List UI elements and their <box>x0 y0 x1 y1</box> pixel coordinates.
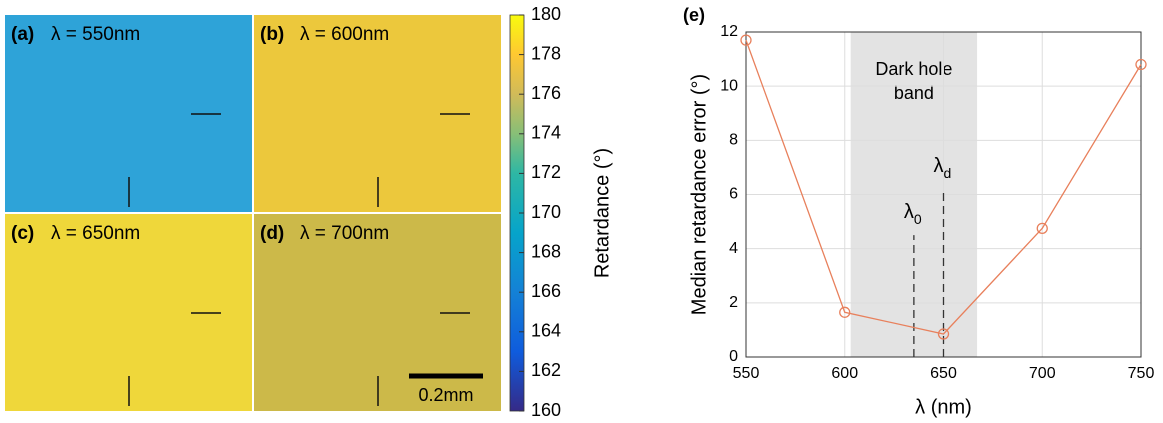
colorbar-tick-label: 176 <box>531 83 561 103</box>
colorbar-tick-label: 172 <box>531 162 561 182</box>
x-tick-label: 750 <box>1128 365 1155 382</box>
colorbar-tick-label: 174 <box>531 123 561 143</box>
point <box>1135 58 1147 71</box>
line <box>745 39 1142 335</box>
band-label: band <box>894 83 934 103</box>
y-axis-label: Median retardance error (°) <box>688 74 710 315</box>
x-tick-label: 700 <box>1029 365 1056 382</box>
colorbar-tick-label: 164 <box>531 321 561 341</box>
marker-symbol: λ <box>904 201 914 223</box>
marker-symbol: λ <box>934 155 944 177</box>
x-tick-label: 600 <box>831 365 858 382</box>
point <box>740 34 752 46</box>
x-tick-label: 550 <box>733 365 760 382</box>
x-tick-label: 650 <box>930 365 957 382</box>
marker-label: λd <box>934 155 952 180</box>
scale-bar-label: 0.2mm <box>418 385 473 405</box>
panel-title: λ = 650nm <box>51 223 140 244</box>
y-tick-label: 6 <box>729 186 738 203</box>
colorbar-tick-label: 180 <box>531 4 561 24</box>
colorbar-tick-label: 162 <box>531 360 561 380</box>
band-label: Dark hole <box>875 59 952 79</box>
colorbar-tick-label: 160 <box>531 400 561 420</box>
y-tick-label: 12 <box>720 23 738 40</box>
y-tick-label: 10 <box>720 77 738 94</box>
y-tick-label: 4 <box>729 240 738 257</box>
panel-label: (c) <box>11 223 34 244</box>
panel-title: λ = 700nm <box>300 223 389 244</box>
y-tick-label: 0 <box>729 348 738 365</box>
colorbar-tick-label: 170 <box>531 202 561 222</box>
panel-title: λ = 550nm <box>51 24 140 45</box>
chart-title: (e) <box>683 5 705 25</box>
panel-title: λ = 600nm <box>300 24 389 45</box>
panel-label: (a) <box>11 24 34 45</box>
point <box>937 328 950 340</box>
x-axis-label: λ (nm) <box>915 396 972 418</box>
colorbar-tick-label: 166 <box>531 281 561 301</box>
y-tick-label: 2 <box>729 294 738 311</box>
panel-label: (b) <box>260 24 284 45</box>
colorbar-label: Retardance (°) <box>591 148 613 278</box>
colorbar-tick-label: 178 <box>531 43 561 63</box>
colorbar-tick-label: 168 <box>531 241 561 261</box>
y-tick-label: 8 <box>729 132 738 149</box>
marker-sub: d <box>944 165 952 181</box>
marker-sub: 0 <box>914 211 922 227</box>
point <box>839 306 851 318</box>
panel-label: (d) <box>260 223 284 244</box>
marker-label: λ0 <box>904 201 922 226</box>
point <box>1036 222 1048 235</box>
